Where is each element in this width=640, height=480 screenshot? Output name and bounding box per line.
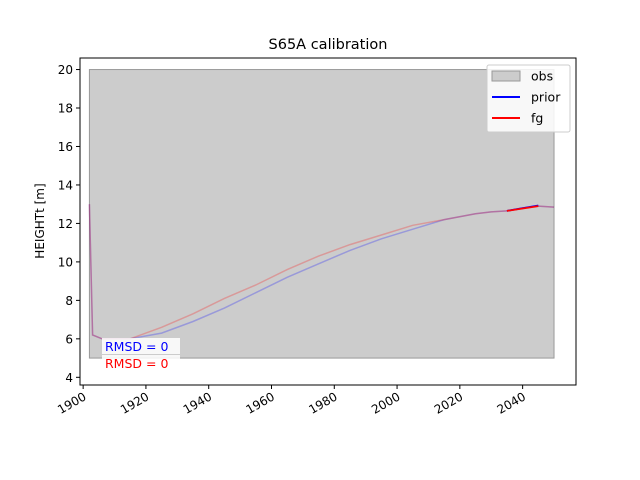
x-tick-label: 1920	[118, 389, 151, 416]
legend-label-fg: fg	[531, 111, 543, 126]
legend-box	[486, 64, 571, 133]
fg-history-line	[88, 204, 555, 340]
fg-line	[506, 205, 539, 212]
y-tick-label: 10	[58, 255, 73, 269]
y-axis: 4 6 8 10 12 14 16 18 20	[58, 63, 80, 385]
rmsd-label: RMSD = 0	[105, 339, 168, 354]
x-axis: 1900 1920 1940 1960 1980 2000 2020 2040	[55, 385, 528, 417]
chart-title: S65A calibration	[269, 37, 388, 53]
x-tick-label: 2040	[495, 389, 528, 416]
rmsd-label: RMSD = 0	[105, 356, 168, 371]
plot-area	[79, 57, 577, 386]
y-tick-label: 14	[58, 178, 73, 192]
y-tick-label: 18	[58, 102, 73, 116]
legend: obs prior fg	[486, 64, 571, 133]
prior-history-line	[88, 204, 555, 340]
legend-label-prior: prior	[531, 90, 561, 105]
x-tick-label: 1900	[55, 389, 88, 416]
y-tick-label: 6	[65, 332, 73, 346]
y-axis-label: HEIGHTt [m]	[33, 183, 47, 258]
rmsd-label-bg	[102, 338, 180, 354]
y-tick-label: 16	[58, 140, 73, 154]
x-tick-label: 2000	[369, 389, 402, 416]
y-tick-label: 12	[58, 217, 73, 231]
annotations: RMSD = 0 RMSD = 0	[102, 338, 180, 371]
legend-label-obs: obs	[531, 69, 553, 84]
x-tick-label: 1940	[181, 389, 214, 416]
x-tick-label: 1980	[306, 389, 339, 416]
y-tick-label: 4	[65, 371, 73, 385]
axes-frame	[79, 57, 577, 386]
y-tick-label: 8	[65, 294, 73, 308]
y-tick-label: 20	[58, 63, 73, 77]
obs-band	[88, 69, 555, 359]
legend-swatch-obs	[491, 70, 521, 82]
rmsd-label-bg	[102, 355, 180, 371]
x-tick-label: 1960	[244, 389, 277, 416]
x-tick-label: 2020	[432, 389, 465, 416]
